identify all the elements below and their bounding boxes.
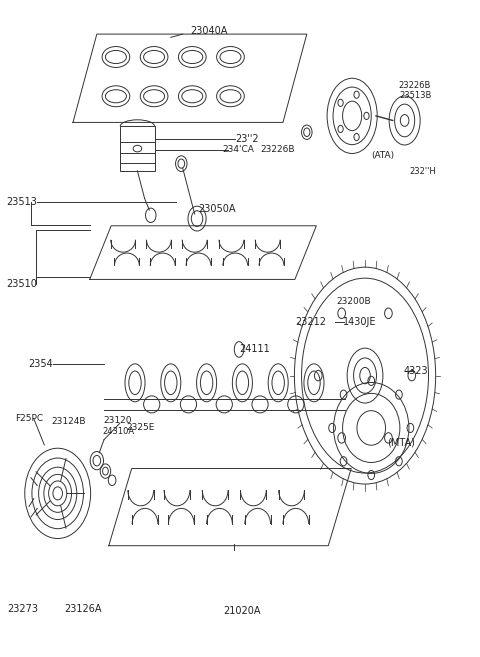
Text: 23510: 23510: [6, 279, 37, 289]
Text: 23513: 23513: [6, 196, 37, 206]
Text: 232''H: 232''H: [409, 167, 436, 176]
Text: (ATA): (ATA): [372, 150, 395, 160]
Text: 23126A: 23126A: [65, 604, 102, 614]
Text: F25PC: F25PC: [15, 415, 43, 423]
Text: 2325E: 2325E: [127, 424, 155, 432]
Text: 23124B: 23124B: [51, 417, 85, 426]
Text: 2354: 2354: [28, 359, 53, 369]
Text: 23273: 23273: [7, 604, 38, 614]
Text: 23040A: 23040A: [190, 26, 228, 36]
Text: 234'CA: 234'CA: [223, 145, 254, 154]
Text: 21020A: 21020A: [224, 606, 261, 616]
Text: 24310A: 24310A: [102, 427, 134, 436]
Text: 23212: 23212: [295, 317, 326, 327]
Text: 23''2: 23''2: [235, 134, 259, 144]
Text: 1430JE: 1430JE: [343, 317, 376, 327]
Text: (MTA): (MTA): [387, 438, 415, 448]
Text: 23120: 23120: [104, 416, 132, 424]
Text: 24111: 24111: [239, 344, 270, 354]
Text: 23226B: 23226B: [260, 145, 294, 154]
Text: 4323: 4323: [403, 366, 428, 376]
Text: 23050A: 23050A: [198, 204, 236, 214]
Text: 23226B: 23226B: [398, 81, 431, 89]
Text: 23513B: 23513B: [399, 91, 432, 100]
Text: 23200B: 23200B: [336, 296, 371, 306]
Bar: [120, 126, 155, 171]
